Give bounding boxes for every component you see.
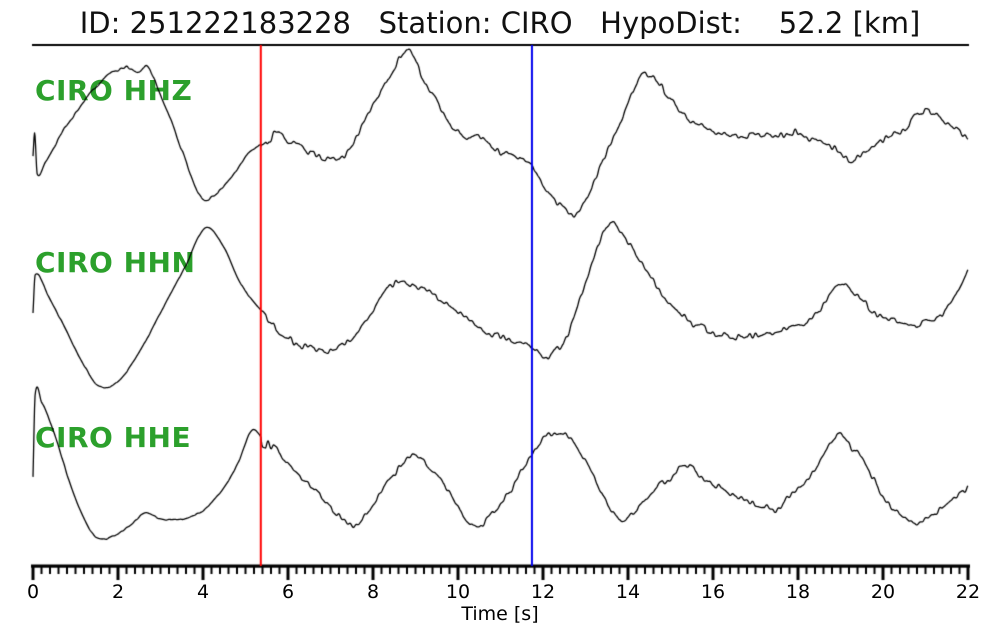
waveform-canvas	[0, 0, 1000, 640]
seismogram-figure: ID: 251222183228 Station: CIRO HypoDist:…	[0, 0, 1000, 640]
